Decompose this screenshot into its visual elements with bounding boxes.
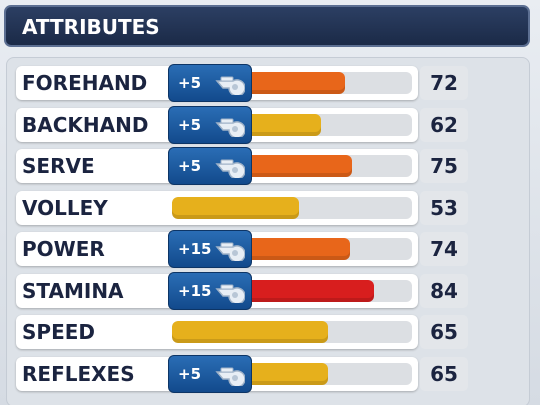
boost-badge: +15 — [168, 271, 252, 310]
whistle-icon — [215, 239, 246, 265]
bar-track — [172, 196, 412, 219]
boost-label: +5 — [178, 115, 202, 134]
attribute-value: 65 — [430, 320, 458, 344]
whistle-icon — [215, 156, 246, 182]
attribute-value: 65 — [430, 361, 458, 386]
attribute-name: POWER — [22, 237, 105, 261]
attribute-name: REFLEXES — [22, 361, 135, 386]
boost-badge: +15 — [168, 230, 252, 268]
value-box: 75 — [420, 149, 468, 183]
attribute-name: BACKHAND — [22, 112, 149, 137]
attribute-value: 74 — [430, 237, 458, 261]
boost-badge: +5 — [168, 147, 252, 185]
attribute-bar — [172, 321, 328, 343]
whistle-icon — [215, 73, 246, 99]
value-box: 65 — [420, 356, 468, 391]
attribute-row: POWER +15 — [16, 230, 418, 268]
attribute-name: VOLLEY — [22, 195, 108, 220]
boost-badge: +5 — [168, 354, 252, 393]
header: ATTRIBUTES — [4, 5, 530, 47]
boost-label: +5 — [178, 364, 202, 383]
header-title: ATTRIBUTES — [22, 15, 160, 39]
attribute-bar — [172, 196, 300, 219]
attribute-row: SPEED — [16, 315, 418, 349]
value-box: 74 — [420, 232, 468, 266]
whistle-icon — [215, 115, 246, 141]
attribute-value: 72 — [430, 71, 458, 95]
attribute-row: SERVE +5 — [16, 147, 418, 185]
value-box: 62 — [420, 107, 468, 142]
attribute-name: SERVE — [22, 154, 95, 178]
bar-track — [172, 321, 412, 343]
value-box: 53 — [420, 190, 468, 225]
value-box: 65 — [420, 315, 468, 349]
whistle-icon — [215, 281, 246, 307]
attribute-name: STAMINA — [22, 278, 124, 303]
boost-badge: +5 — [168, 64, 252, 102]
boost-label: +15 — [178, 240, 212, 258]
attribute-row: BACKHAND +5 — [16, 105, 418, 144]
attribute-name: SPEED — [22, 320, 95, 344]
boost-label: +5 — [178, 157, 202, 175]
attribute-name: FOREHAND — [22, 71, 148, 95]
attribute-row: REFLEXES +5 — [16, 354, 418, 393]
attribute-row: VOLLEY — [16, 190, 418, 225]
attribute-value: 84 — [430, 278, 458, 303]
attribute-row: STAMINA +15 — [16, 271, 418, 310]
boost-label: +15 — [178, 281, 212, 300]
value-box: 72 — [420, 66, 468, 100]
boost-badge: +5 — [168, 105, 252, 144]
value-box: 84 — [420, 273, 468, 308]
whistle-icon — [215, 364, 246, 390]
boost-label: +5 — [178, 74, 202, 92]
attribute-value: 62 — [430, 112, 458, 137]
attribute-row: FOREHAND +5 — [16, 64, 418, 102]
attribute-value: 53 — [430, 195, 458, 220]
attribute-value: 75 — [430, 154, 458, 178]
